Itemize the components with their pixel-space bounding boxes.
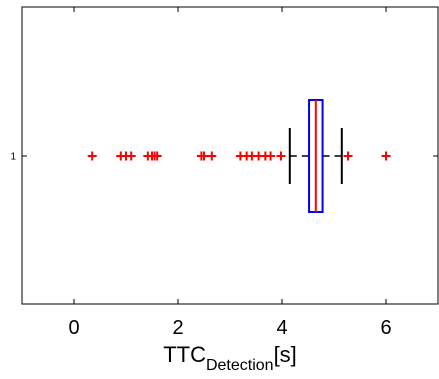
outlier-point (276, 151, 286, 161)
x-axis-ticks (22, 7, 438, 304)
axes-frame (21, 6, 439, 305)
x-axis-label: TTCDetection[s] (163, 342, 297, 374)
outlier-point (152, 151, 162, 161)
outlier-point (266, 151, 276, 161)
x-tick-label: 6 (380, 317, 391, 339)
outlier-point (381, 151, 391, 161)
x-tick-label: 4 (276, 317, 287, 339)
x-axis-label-main: TTC (163, 342, 206, 367)
x-tick-label: 2 (172, 317, 183, 339)
outlier-point (199, 151, 209, 161)
outlier-point (87, 151, 97, 161)
plot-marks (87, 99, 391, 213)
y-tick-label: 1 (10, 152, 16, 163)
x-axis-label-unit: [s] (274, 342, 297, 367)
x-axis-tick-labels: 0 2 4 6 (68, 317, 391, 339)
outlier-point (207, 151, 217, 161)
outlier-point (126, 151, 136, 161)
x-axis-label-subscript: Detection (206, 357, 274, 374)
outlier-point (343, 151, 353, 161)
x-tick-label: 0 (68, 317, 79, 339)
